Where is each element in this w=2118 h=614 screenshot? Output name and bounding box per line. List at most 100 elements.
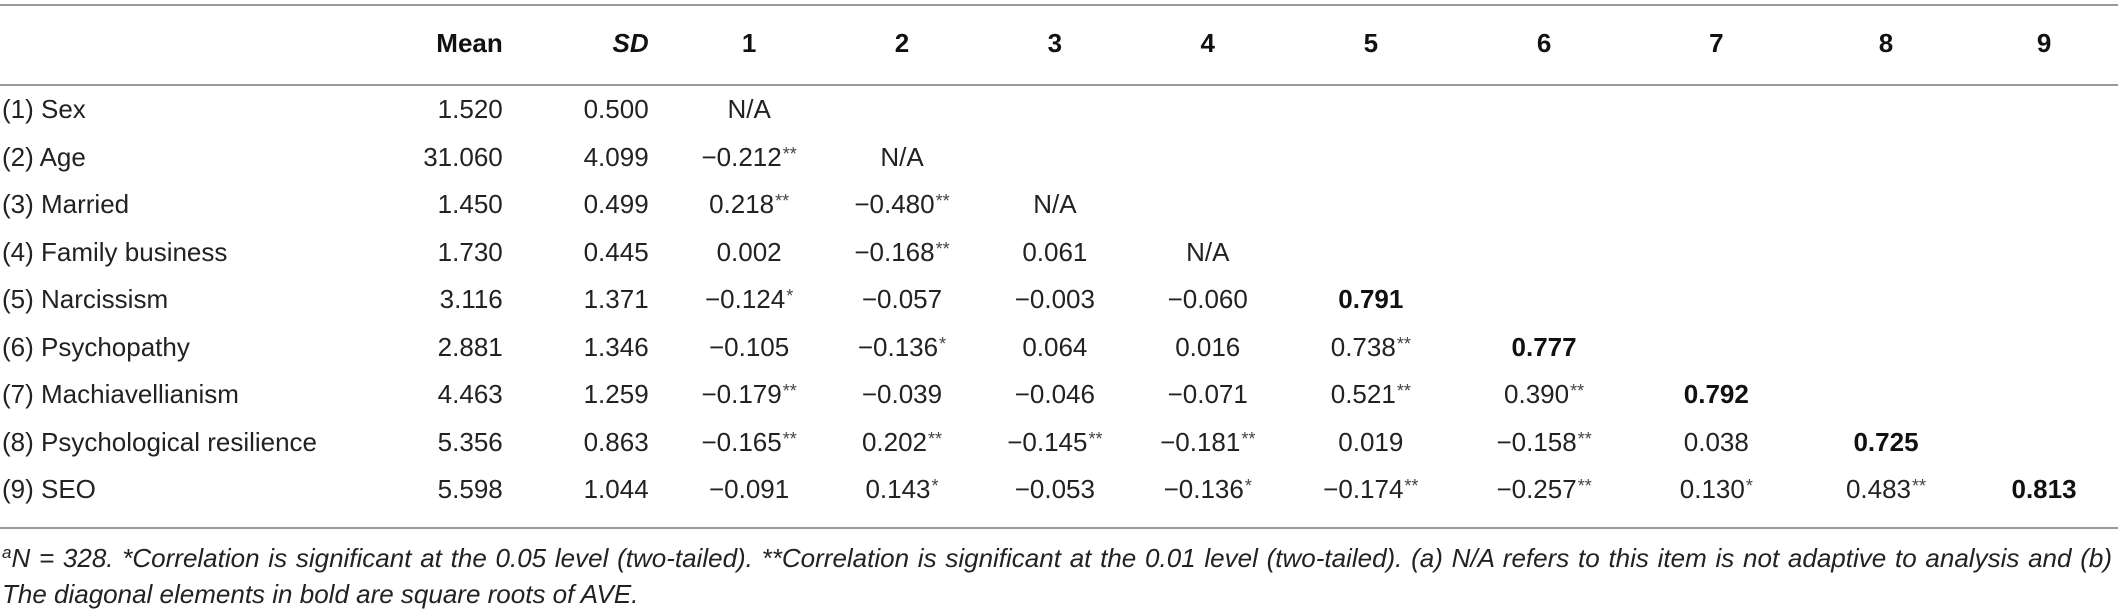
cell-value: 0.725	[1853, 427, 1918, 457]
cell-value: 0.483	[1846, 474, 1911, 504]
cell-sd: 1.371	[518, 276, 673, 324]
cell-correlation: 0.130*	[1631, 466, 1802, 514]
cell-value: 0.038	[1684, 427, 1749, 457]
cell-empty	[1457, 276, 1630, 324]
header-col-2: 2	[826, 0, 979, 86]
significance-marker: **	[1570, 381, 1584, 401]
cell-correlation: −0.060	[1131, 276, 1284, 324]
cell-correlation: −0.174**	[1284, 466, 1457, 514]
cell-empty	[1970, 276, 2118, 324]
cell-value: N/A	[1033, 189, 1076, 219]
header-row: Mean SD 1 2 3 4 5 6 7 8 9	[0, 0, 2118, 86]
cell-value: −0.168	[854, 237, 934, 267]
table-row: (5) Narcissism 3.116 1.371 −0.124* −0.057 −0.…	[0, 276, 2118, 324]
cell-correlation: −0.179**	[673, 371, 826, 419]
cell-empty	[1631, 86, 1802, 134]
cell-correlation: −0.091	[673, 466, 826, 514]
cell-correlation: −0.257**	[1457, 466, 1630, 514]
correlation-table: Mean SD 1 2 3 4 5 6 7 8 9 (1) Sex 1.520 0.…	[0, 0, 2118, 514]
cell-value: −0.179	[701, 379, 781, 409]
cell-correlation: 0.521**	[1284, 371, 1457, 419]
cell-value: 0.738	[1331, 332, 1396, 362]
cell-value: −0.046	[1015, 379, 1095, 409]
cell-value: −0.145	[1007, 427, 1087, 457]
significance-marker: **	[928, 429, 942, 449]
significance-marker: **	[1912, 476, 1926, 496]
cell-mean: 3.116	[347, 276, 518, 324]
cell-value: −0.165	[701, 427, 781, 457]
cell-empty	[1970, 229, 2118, 277]
cell-correlation: 0.813	[1970, 466, 2118, 514]
significance-marker: *	[786, 286, 793, 306]
cell-empty	[1131, 181, 1284, 229]
header-col-3: 3	[978, 0, 1131, 86]
cell-value: 0.202	[862, 427, 927, 457]
header-col-5: 5	[1284, 0, 1457, 86]
table-row: (1) Sex 1.520 0.500 N/A	[0, 86, 2118, 134]
row-label: (3) Married	[0, 181, 347, 229]
cell-correlation: 0.483**	[1802, 466, 1970, 514]
significance-marker: **	[936, 239, 950, 259]
table-body: (1) Sex 1.520 0.500 N/A (2) Age 31.060 4.099 −0…	[0, 86, 2118, 514]
cell-mean: 4.463	[347, 371, 518, 419]
cell-value: −0.480	[854, 189, 934, 219]
cell-value: −0.053	[1015, 474, 1095, 504]
table-row: (4) Family business 1.730 0.445 0.002 −0.168…	[0, 229, 2118, 277]
cell-value: −0.212	[701, 142, 781, 172]
cell-empty	[826, 86, 979, 134]
header-col-4: 4	[1131, 0, 1284, 86]
cell-correlation: −0.181**	[1131, 419, 1284, 467]
cell-value: −0.124	[705, 284, 785, 314]
cell-mean: 5.356	[347, 419, 518, 467]
cell-empty	[1802, 324, 1970, 372]
cell-empty	[978, 86, 1131, 134]
cell-value: −0.257	[1496, 474, 1576, 504]
cell-correlation: −0.046	[978, 371, 1131, 419]
cell-value: 0.019	[1338, 427, 1403, 457]
cell-value: 0.143	[865, 474, 930, 504]
significance-marker: *	[932, 476, 939, 496]
cell-correlation: 0.202**	[826, 419, 979, 467]
row-label: (1) Sex	[0, 86, 347, 134]
cell-correlation: 0.016	[1131, 324, 1284, 372]
table-row: (7) Machiavellianism 4.463 1.259 −0.179** −0…	[0, 371, 2118, 419]
cell-mean: 31.060	[347, 134, 518, 182]
cell-sd: 0.445	[518, 229, 673, 277]
header-col-6: 6	[1457, 0, 1630, 86]
significance-marker: **	[783, 429, 797, 449]
cell-value: −0.091	[709, 474, 789, 504]
cell-correlation: −0.168**	[826, 229, 979, 277]
cell-value: −0.060	[1168, 284, 1248, 314]
cell-value: N/A	[880, 142, 923, 172]
cell-value: −0.174	[1323, 474, 1403, 504]
footnote-text: N = 328. *Correlation is significant at …	[2, 543, 2112, 609]
cell-empty	[1631, 181, 1802, 229]
cell-mean: 2.881	[347, 324, 518, 372]
significance-marker: **	[1241, 429, 1255, 449]
table-row: (8) Psychological resilience 5.356 0.863 −0…	[0, 419, 2118, 467]
cell-correlation: −0.480**	[826, 181, 979, 229]
cell-correlation: −0.053	[978, 466, 1131, 514]
header-col-7: 7	[1631, 0, 1802, 86]
cell-value: −0.039	[862, 379, 942, 409]
row-label: (7) Machiavellianism	[0, 371, 347, 419]
cell-empty	[1631, 324, 1802, 372]
cell-empty	[1802, 134, 1970, 182]
row-label: (8) Psychological resilience	[0, 419, 347, 467]
cell-mean: 5.598	[347, 466, 518, 514]
significance-marker: *	[939, 334, 946, 354]
row-label: (5) Narcissism	[0, 276, 347, 324]
cell-correlation: N/A	[978, 181, 1131, 229]
cell-value: −0.181	[1160, 427, 1240, 457]
cell-value: −0.071	[1168, 379, 1248, 409]
cell-value: 0.064	[1022, 332, 1087, 362]
cell-value: −0.003	[1015, 284, 1095, 314]
cell-empty	[1802, 86, 1970, 134]
cell-value: −0.158	[1496, 427, 1576, 457]
significance-marker: **	[783, 144, 797, 164]
cell-empty	[1131, 134, 1284, 182]
cell-mean: 1.730	[347, 229, 518, 277]
header-blank	[0, 0, 347, 86]
row-label: (2) Age	[0, 134, 347, 182]
cell-sd: 0.863	[518, 419, 673, 467]
